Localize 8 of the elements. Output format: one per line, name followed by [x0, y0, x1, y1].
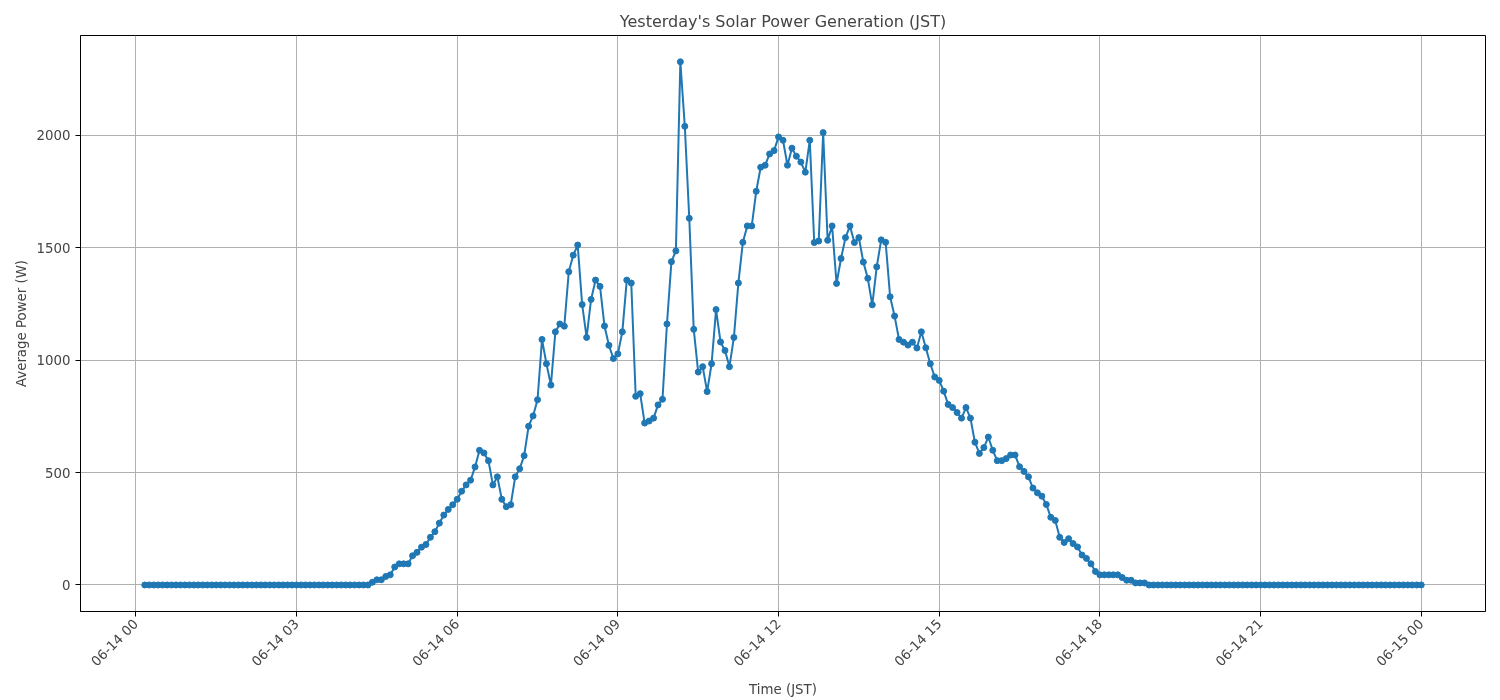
- y-axis-title: Average Power (W): [13, 259, 29, 388]
- x-axis-title: Time (JST): [748, 682, 817, 698]
- y-tick-label: 2000: [36, 128, 71, 144]
- y-tick-label: 500: [45, 465, 71, 481]
- y-tick-label: 1500: [36, 240, 71, 256]
- y-tick-label: 0: [62, 577, 71, 593]
- chart-title: Yesterday's Solar Power Generation (JST): [618, 11, 947, 31]
- y-tick-label: 1000: [36, 353, 71, 369]
